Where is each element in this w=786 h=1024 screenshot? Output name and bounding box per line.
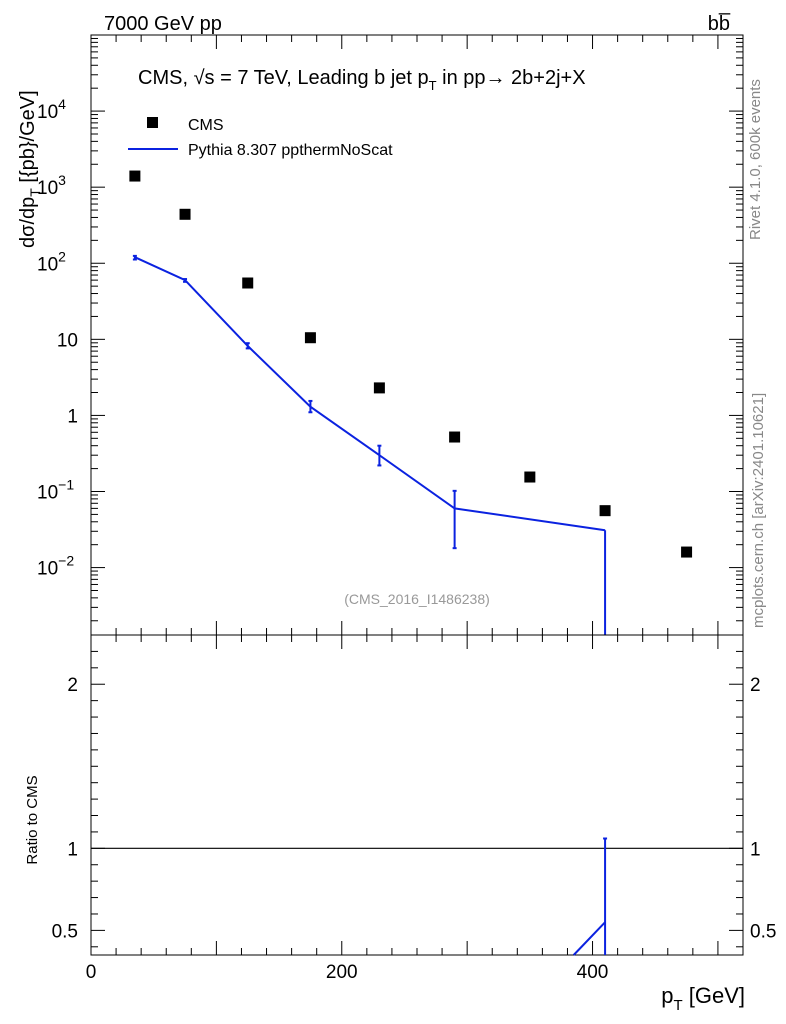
x-tick-label: 400: [577, 962, 609, 983]
cms-point: [599, 505, 611, 517]
ratio-y-tick-label-right: 2: [750, 675, 761, 696]
y-tick-label: 104: [37, 96, 66, 123]
cms-point: [129, 170, 141, 182]
cms-point: [242, 277, 254, 289]
pythia-line: [134, 256, 606, 532]
cms-point: [304, 332, 316, 344]
cms-point: [449, 431, 461, 443]
legend-cms-marker: [147, 117, 158, 128]
analysis-label: (CMS_2016_I1486238): [344, 591, 490, 607]
y-tick-label: 10−2: [37, 553, 74, 580]
main-ylabel: dσ/dpT [{pb}/GeV]: [17, 90, 43, 248]
y-tick-label: 1: [67, 406, 78, 427]
legend-cms-label: CMS: [188, 117, 224, 134]
x-tick-label: 200: [326, 962, 358, 983]
y-tick-label: 10−1: [37, 477, 74, 504]
main-data: [129, 170, 693, 635]
cms-point: [681, 546, 693, 558]
ratio-axes: 0.5 0.5 1 1 2 2 0 200 400: [52, 634, 776, 983]
energy-label: 7000 GeV pp: [104, 13, 222, 35]
cms-point: [179, 208, 191, 220]
ratio-y-tick-label-right: 1: [750, 839, 761, 860]
rivet-label: Rivet 4.1.0, 600k events: [747, 79, 764, 240]
y-tick-label: 102: [37, 248, 66, 275]
x-axis-label: pT [GeV]: [661, 983, 745, 1014]
y-tick-label: 10: [57, 330, 78, 351]
ratio-y-tick-label-left: 2: [67, 675, 78, 696]
process-label: bb̅: [708, 12, 731, 35]
ratio-pythia-line: [572, 921, 606, 956]
cms-point: [373, 382, 385, 394]
legend-pythia-label: Pythia 8.307 ppthermNoScat: [188, 142, 393, 159]
ratio-y-tick-label-left: 0.5: [52, 921, 78, 942]
ratio-y-tick-label-left: 1: [67, 839, 78, 860]
ratio-y-tick-label-right: 0.5: [750, 921, 776, 942]
ratio-plot-frame: [90, 634, 744, 956]
cms-point: [524, 471, 536, 483]
ratio-data: [91, 837, 743, 956]
x-tick-label: 0: [86, 962, 97, 983]
main-title: CMS, √s = 7 TeV, Leading b jet pT in pp→…: [138, 67, 586, 93]
mcplots-label: mcplots.cern.ch [arXiv:2401.10621]: [750, 393, 767, 628]
ratio-ylabel: Ratio to CMS: [24, 775, 41, 864]
